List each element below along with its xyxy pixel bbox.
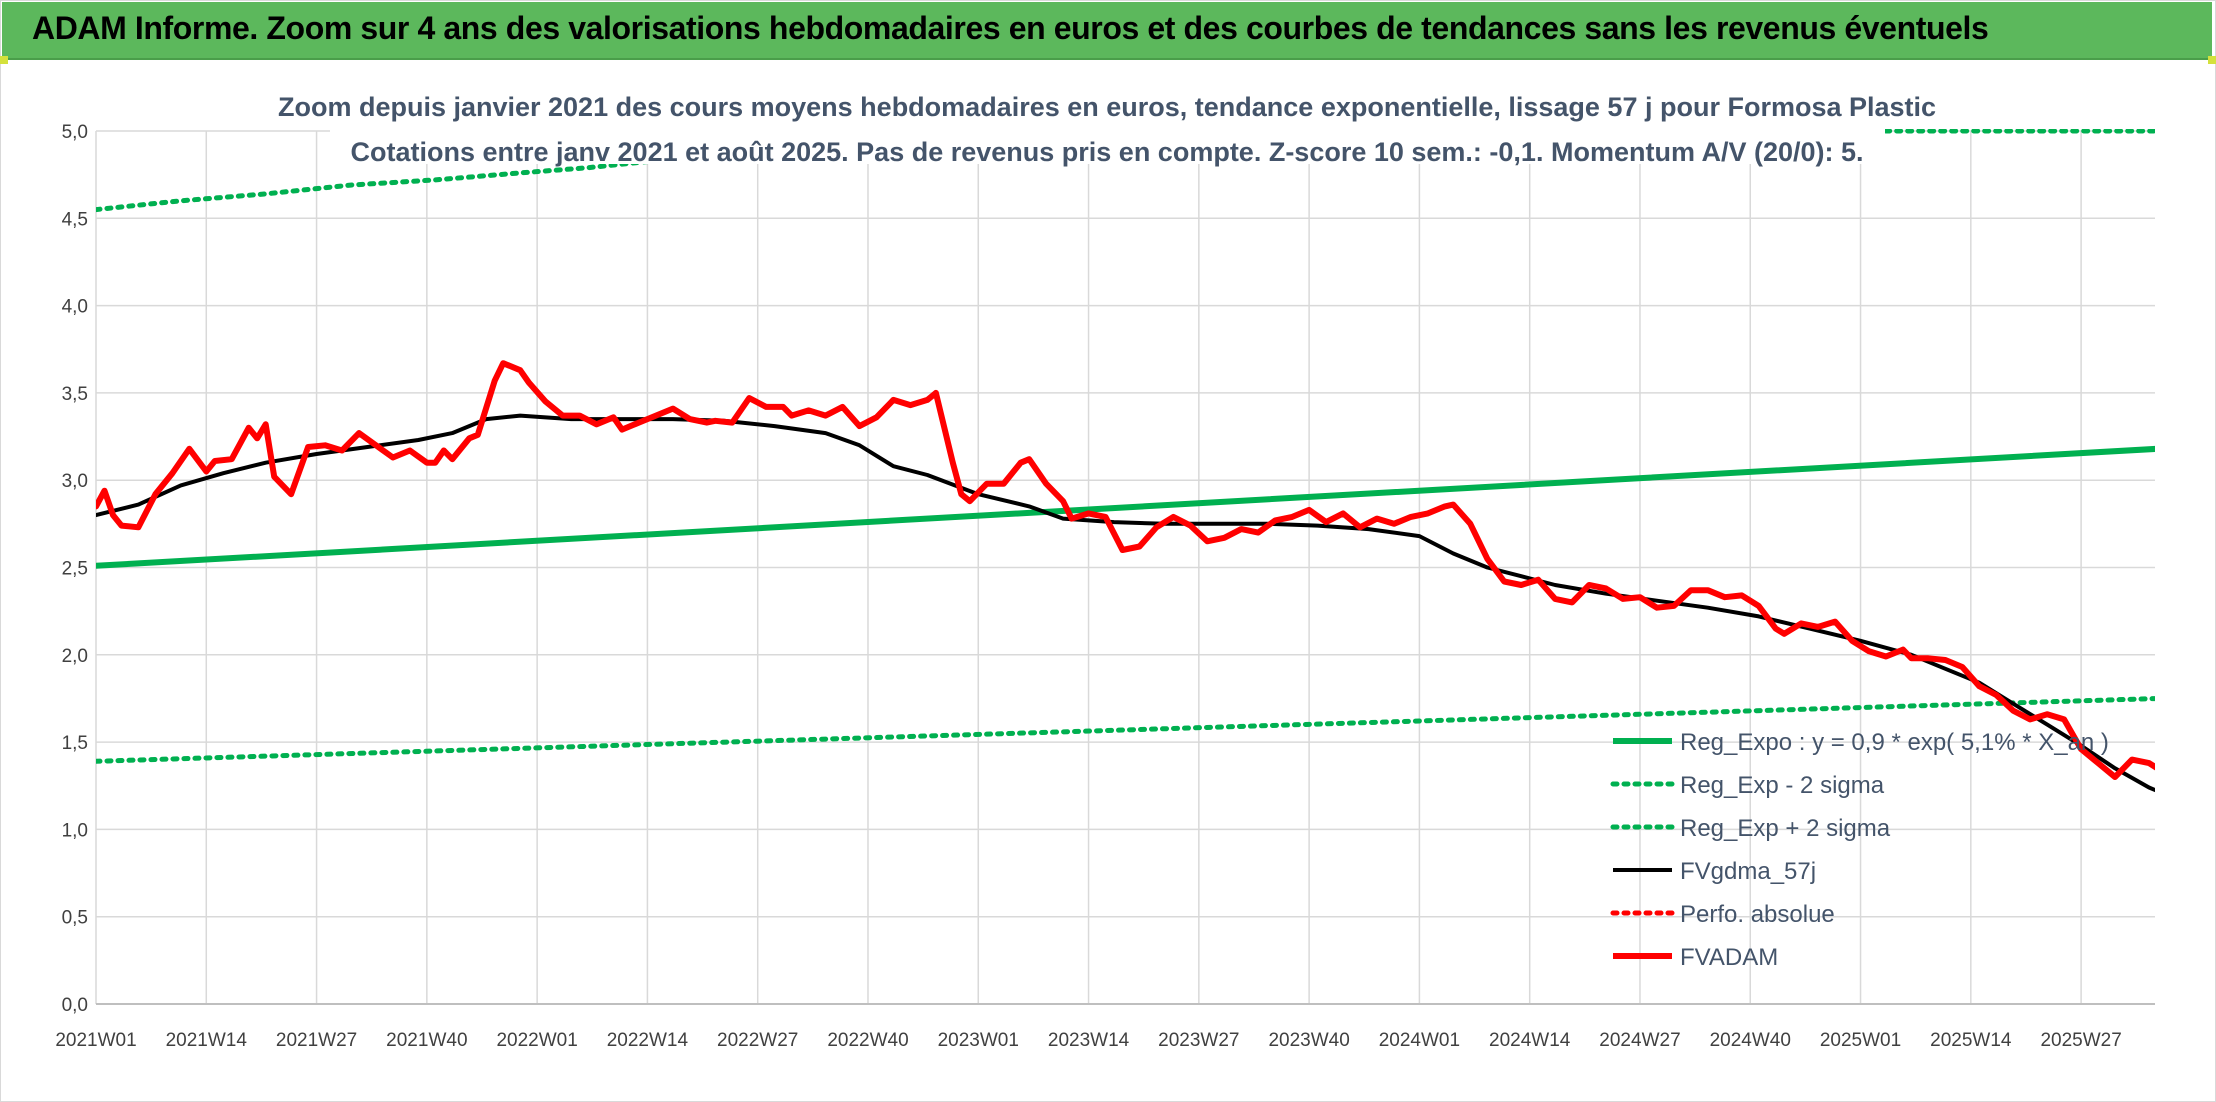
x-tick-label: 2021W27 [276, 1030, 357, 1051]
corner-accent-right [2208, 56, 2216, 64]
legend-label: FVADAM [1680, 944, 1778, 971]
series-line-3 [96, 413, 2155, 793]
chart-title: Zoom depuis janvier 2021 des cours moyen… [278, 92, 1936, 122]
x-tick-label: 2021W01 [55, 1030, 136, 1051]
corner-accent-left [0, 56, 8, 64]
legend-label: Reg_Expo : y = 0,9 * exp( 5,1% * X_an ) [1680, 729, 2109, 756]
y-tick-label: 3,5 [62, 384, 88, 405]
x-tick-label: 2024W27 [1599, 1030, 1680, 1051]
series-line-5 [96, 360, 2155, 780]
y-tick-label: 1,5 [62, 733, 88, 754]
banner-title: ADAM Informe. Zoom sur 4 ans des valoris… [32, 10, 1989, 46]
banner: ADAM Informe. Zoom sur 4 ans des valoris… [2, 2, 2212, 60]
series-line-0 [96, 445, 2155, 569]
x-tick-label: 2023W14 [1048, 1030, 1130, 1051]
legend-label: Perfo. absolue [1680, 901, 1835, 928]
x-tick-label: 2024W14 [1489, 1030, 1571, 1051]
y-tick-label: 2,0 [62, 646, 88, 667]
y-tick-label: 1,0 [62, 820, 88, 841]
x-tick-label: 2025W14 [1930, 1030, 2012, 1051]
y-tick-label: 4,5 [62, 209, 88, 230]
series-line-1 [96, 696, 2155, 764]
x-tick-label: 2024W01 [1379, 1030, 1460, 1051]
y-tick-label: 0,5 [62, 908, 88, 929]
x-tick-label: 2025W01 [1820, 1030, 1901, 1051]
y-tick-label: 5,0 [62, 122, 88, 143]
chart-legend: Reg_Expo : y = 0,9 * exp( 5,1% * X_an ) R… [1610, 729, 2109, 971]
y-tick-label: 3,0 [62, 471, 88, 492]
x-tick-label: 2022W27 [717, 1030, 798, 1051]
x-tick-label: 2022W14 [607, 1030, 689, 1051]
x-tick-label: 2025W27 [2040, 1030, 2121, 1051]
y-tick-label: 0,0 [62, 995, 88, 1016]
legend-label: Reg_Exp + 2 sigma [1680, 815, 1891, 842]
x-tick-label: 2021W40 [386, 1030, 467, 1051]
x-tick-label: 2021W14 [166, 1030, 248, 1051]
legend-label: FVgdma_57j [1680, 858, 1816, 885]
x-tick-label: 2023W01 [938, 1030, 1019, 1051]
chart-subtitle: Cotations entre janv 2021 et août 2025. … [350, 137, 1863, 167]
y-tick-label: 2,5 [62, 559, 88, 580]
y-tick-label: 4,0 [62, 297, 88, 318]
x-tick-label: 2023W40 [1268, 1030, 1349, 1051]
x-tick-label: 2023W27 [1158, 1030, 1239, 1051]
x-tick-label: 2022W40 [827, 1030, 908, 1051]
legend-label: Reg_Exp - 2 sigma [1680, 772, 1885, 799]
chart-grid [95, 130, 2155, 1005]
chart-ticks: 0,0 0,5 1,0 1,5 2,0 2,5 3,0 3,5 4,0 4,5 5,0 2021W01… [55, 122, 2121, 1051]
x-tick-label: 2022W01 [496, 1030, 577, 1051]
title-background [330, 86, 1885, 164]
x-tick-label: 2024W40 [1710, 1030, 1791, 1051]
